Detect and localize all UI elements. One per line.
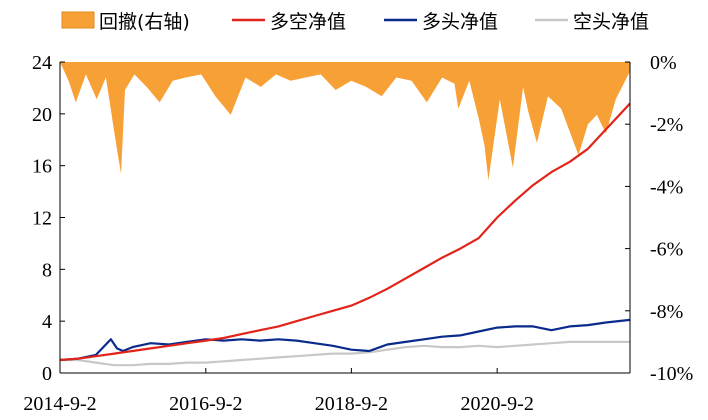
left-tick-label: 24 [32, 52, 52, 74]
right-ticks: 0% -2% -4% -6% -8% -10% [625, 52, 693, 385]
x-tick-label: 2016-9-2 [169, 393, 242, 415]
left-tick-label: 16 [32, 156, 52, 178]
x-tick-label: 2018-9-2 [315, 393, 388, 415]
left-tick-label: 8 [42, 259, 52, 281]
left-tick-label: 4 [42, 311, 52, 333]
left-ticks: 0 4 8 12 16 20 24 [32, 52, 65, 385]
long-short-series [59, 102, 631, 362]
legend-label-drawdown: 回撤(右轴) [99, 11, 190, 33]
x-tick-label: 2020-9-2 [461, 393, 534, 415]
x-tick-label: 2014-9-2 [23, 393, 96, 415]
right-tick-label: -2% [650, 114, 683, 136]
short-series [60, 340, 630, 367]
right-tick-label: 0% [650, 52, 677, 74]
drawdown-series [60, 62, 630, 181]
legend: 回撤(右轴) 多空净值 多头净值 空头净值 [61, 11, 649, 33]
right-tick-label: -8% [650, 301, 683, 323]
plot-area [59, 62, 631, 367]
x-ticks: 2014-9-2 2016-9-2 2018-9-2 2020-9-2 [23, 368, 534, 415]
left-tick-label: 0 [42, 363, 52, 385]
right-tick-label: -6% [650, 239, 683, 261]
legend-label-short: 空头净值 [573, 11, 649, 33]
legend-label-long-short: 多空净值 [270, 11, 346, 33]
legend-swatch-drawdown [61, 11, 95, 29]
left-tick-label: 20 [32, 104, 52, 126]
long-series [59, 318, 631, 362]
right-tick-label: -4% [650, 176, 683, 198]
left-tick-label: 12 [32, 208, 52, 230]
legend-label-long: 多头净值 [422, 11, 498, 33]
right-tick-label: -10% [650, 363, 693, 385]
